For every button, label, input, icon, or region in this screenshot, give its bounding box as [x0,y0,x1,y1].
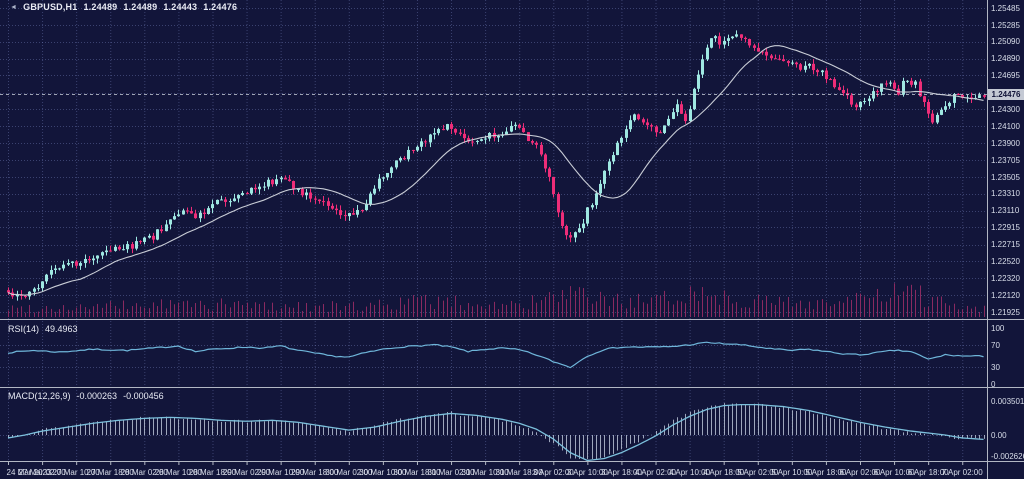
time-tick-label: 30 Mar 10:00 [359,468,407,477]
time-tick-label: 24 Mar 2023 [6,468,52,477]
price-tick-label: 1.23110 [991,206,1020,216]
time-tick-label: 5 Apr 02:00 [737,468,779,477]
symbol-marker-icon: ◄ [10,3,18,11]
time-axis-separator [0,461,1024,462]
time-tick-label: 28 Mar 18:00 [188,468,237,477]
time-tick-label: 3 Apr 02:00 [532,468,574,477]
current-price-tag: 1.24476 [988,89,1024,100]
price-tick-label: 1.25485 [991,3,1020,13]
time-tick-label: 29 Mar 18:00 [291,468,339,477]
time-tick-label: 28 Mar 02:00 [120,468,168,477]
time-tick-label: 7 Apr 02:00 [941,468,983,477]
price-tick-label: 1.22715 [991,240,1020,250]
time-tick-label: 31 Mar 02:00 [427,468,475,477]
macd-name: MACD(12,26,9) [8,391,71,401]
symbol-period-label: GBPUSD,H1 [23,2,78,12]
rsi-tick-label: 100 [991,324,1005,333]
price-tick-label: 1.22320 [991,273,1020,283]
time-tick-label: 31 Mar 10:00 [461,468,509,477]
price-axis-separator [987,0,988,479]
time-tick-label: 3 Apr 10:00 [566,468,608,477]
time-tick-label: 28 Mar 10:00 [154,468,202,477]
time-tick-label: 4 Apr 18:00 [703,468,745,477]
ohlc-close: 1.24476 [203,2,238,12]
rsi-tick-label: 30 [991,363,1000,373]
price-tick-label: 1.21925 [991,307,1020,317]
price-tick-label: 1.22120 [991,290,1020,300]
macd-tick-label: -0.002626 [991,452,1024,461]
time-tick-label: 3 Apr 18:00 [600,468,642,477]
time-tick-label: 4 Apr 02:00 [635,468,676,477]
time-tick-label: 31 Mar 18:00 [495,468,543,477]
rsi-value: 49.4963 [45,324,78,334]
pane-separator-main-rsi[interactable] [0,319,1024,320]
time-tick-label: 30 Mar 02:00 [325,468,373,477]
rsi-indicator-label: RSI(14) 49.4963 [8,324,78,334]
price-tick-label: 1.25090 [991,37,1020,47]
time-tick-label: 29 Mar 02:00 [222,468,271,477]
time-tick-label: 5 Apr 10:00 [771,468,813,477]
time-tick-label: 5 Apr 18:00 [805,468,847,477]
time-tick-label: 27 Mar 18:00 [86,468,134,477]
time-tick-label: 27 Mar 10:00 [52,468,100,477]
time-tick-label: 6 Apr 18:00 [907,468,949,477]
pane-separator-rsi-macd[interactable] [0,387,1024,388]
price-tick-label: 1.23705 [991,155,1020,165]
macd-tick-label: 0.00 [991,431,1007,440]
price-tick-label: 1.23505 [991,172,1020,182]
time-tick-label: 27 Mar 02:00 [18,468,66,477]
price-tick-label: 1.22915 [991,222,1020,232]
ohlc-low: 1.24443 [163,2,198,12]
time-tick-label: 6 Apr 10:00 [873,468,915,477]
price-tick-label: 1.23310 [991,189,1020,199]
time-tick-label: 30 Mar 18:00 [393,468,441,477]
time-tick-label: 4 Apr 10:00 [669,468,711,477]
time-tick-label: 29 Mar 10:00 [257,468,305,477]
ohlc-high: 1.24489 [123,2,158,12]
price-tick-label: 1.22520 [991,256,1020,266]
macd-value-signal: -0.000456 [123,391,164,401]
time-tick-label: 6 Apr 02:00 [839,468,881,477]
price-tick-label: 1.25285 [991,20,1020,30]
rsi-tick-label: 70 [991,340,1000,350]
price-tick-label: 1.24100 [991,121,1020,131]
price-tick-label: 1.24890 [991,54,1020,64]
macd-indicator-label: MACD(12,26,9) -0.000263 -0.000456 [8,391,164,401]
ohlc-open: 1.24489 [83,2,118,12]
chart-symbol-info: ◄ GBPUSD,H1 1.24489 1.24489 1.24443 1.24… [10,2,237,12]
price-tick-label: 1.24300 [991,104,1020,114]
rsi-name: RSI(14) [8,324,40,334]
macd-tick-label: 0.003501 [991,396,1024,406]
rsi-tick-label: 0 [991,380,996,389]
price-tick-label: 1.24695 [991,70,1020,80]
macd-value-main: -0.000263 [76,391,118,401]
price-tick-label: 1.23900 [991,138,1020,148]
